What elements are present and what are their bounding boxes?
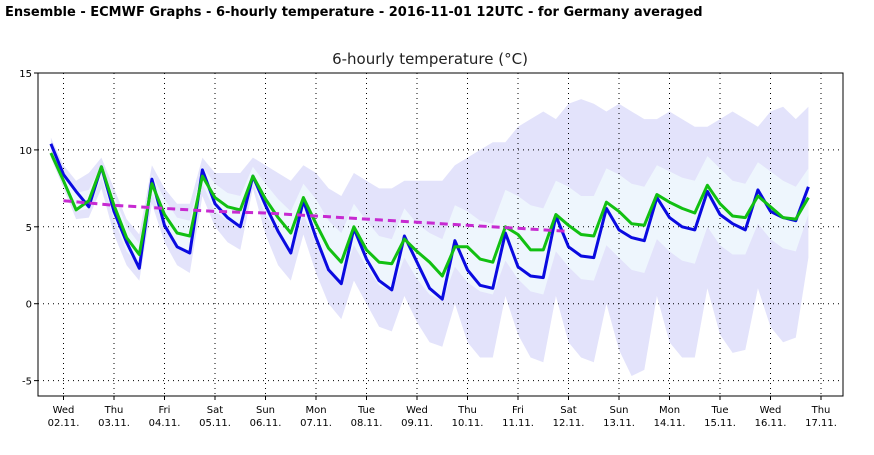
series-control [49, 143, 810, 301]
xtick-date-label: 17.11. [805, 418, 837, 429]
chart-series [49, 143, 810, 301]
xtick-day-label: Sun [256, 405, 275, 416]
xtick-day-label: Wed [760, 405, 782, 416]
xtick-day-label: Sat [560, 405, 576, 416]
xtick-day-label: Sat [207, 405, 223, 416]
xtick-date-label: 16.11. [755, 418, 787, 429]
xtick-date-label: 10.11. [452, 418, 484, 429]
chart-grid [38, 73, 843, 396]
xtick-date-label: 08.11. [351, 418, 383, 429]
xtick-day-label: Wed [53, 405, 75, 416]
series-climate [63, 199, 569, 233]
xtick-day-label: Thu [811, 405, 831, 416]
xtick-date-label: 13.11. [603, 418, 635, 429]
xtick-date-label: 03.11. [98, 418, 130, 429]
xtick-day-label: Wed [406, 405, 428, 416]
xtick-date-label: 09.11. [401, 418, 433, 429]
xtick-day-label: Thu [457, 405, 477, 416]
xtick-date-label: 07.11. [300, 418, 332, 429]
ytick-label: 10 [19, 146, 32, 157]
xtick-date-label: 11.11. [502, 418, 534, 429]
series-ensemble_mean [49, 152, 810, 278]
page-title: Ensemble - ECMWF Graphs - 6-hourly tempe… [5, 5, 703, 20]
xtick-date-label: 04.11. [149, 418, 181, 429]
xtick-date-label: 15.11. [704, 418, 736, 429]
xtick-day-label: Fri [159, 405, 171, 416]
xtick-day-label: Fri [512, 405, 524, 416]
xtick-day-label: Tue [710, 405, 728, 416]
ytick-label: 0 [26, 300, 32, 311]
chart-axes: 15 10 5 0 -5 Wed 02.11. Thu 03.11. Fri 04.11. Sat 05… [19, 69, 837, 429]
xtick-day-label: Mon [305, 405, 326, 416]
ensemble-bands [50, 99, 809, 376]
plot-frame [37, 72, 844, 397]
xtick-date-label: 05.11. [199, 418, 231, 429]
xtick-date-label: 06.11. [250, 418, 282, 429]
xtick-date-label: 14.11. [654, 418, 686, 429]
xtick-day-label: Sun [609, 405, 628, 416]
xtick-day-label: Thu [104, 405, 124, 416]
ytick-label: 5 [26, 223, 32, 234]
ytick-label: 15 [19, 69, 32, 80]
xtick-date-label: 12.11. [553, 418, 585, 429]
chart-title: 6-hourly temperature (°C) [332, 50, 528, 68]
xtick-date-label: 02.11. [48, 418, 80, 429]
ytick-label: -5 [22, 377, 32, 388]
xtick-day-label: Tue [357, 405, 375, 416]
xtick-day-label: Mon [659, 405, 680, 416]
